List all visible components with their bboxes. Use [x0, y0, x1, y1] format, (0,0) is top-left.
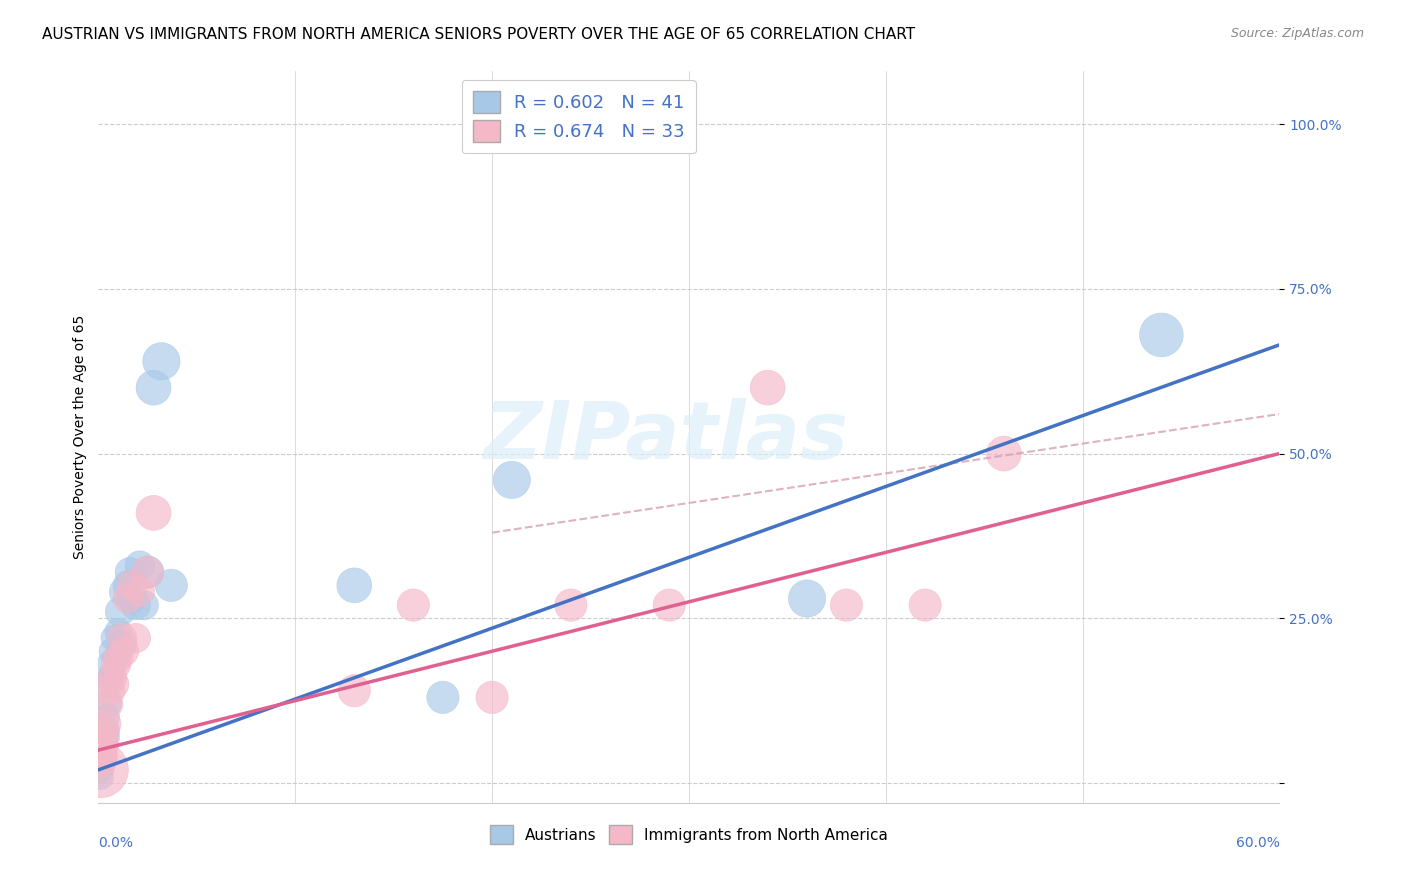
- Text: 60.0%: 60.0%: [1236, 836, 1279, 850]
- Point: [117, 578, 139, 592]
- Point: [96, 730, 118, 744]
- Point: [97, 677, 120, 691]
- Point: [96, 723, 118, 738]
- Point: [91, 749, 114, 764]
- Point: [108, 605, 131, 619]
- Point: [96, 710, 118, 724]
- Point: [98, 671, 121, 685]
- Point: [101, 644, 124, 658]
- Point: [103, 631, 125, 645]
- Point: [93, 730, 115, 744]
- Text: Source: ZipAtlas.com: Source: ZipAtlas.com: [1230, 27, 1364, 40]
- Point: [97, 697, 120, 711]
- Point: [97, 697, 120, 711]
- Point: [132, 598, 155, 612]
- Point: [796, 591, 818, 606]
- Point: [93, 723, 115, 738]
- Point: [560, 598, 582, 612]
- Point: [98, 657, 121, 672]
- Point: [89, 749, 111, 764]
- Point: [98, 683, 121, 698]
- Point: [89, 737, 111, 751]
- Point: [481, 690, 503, 705]
- Point: [89, 756, 111, 771]
- Point: [136, 565, 159, 579]
- Point: [117, 591, 139, 606]
- Point: [111, 631, 134, 645]
- Point: [128, 585, 150, 599]
- Point: [658, 598, 681, 612]
- Legend: Austrians, Immigrants from North America: Austrians, Immigrants from North America: [484, 819, 894, 850]
- Point: [93, 737, 115, 751]
- Point: [89, 756, 111, 771]
- Point: [93, 749, 115, 764]
- Point: [136, 565, 159, 579]
- Point: [121, 591, 143, 606]
- Point: [91, 749, 114, 764]
- Y-axis label: Seniors Poverty Over the Age of 65: Seniors Poverty Over the Age of 65: [73, 315, 87, 559]
- Point: [432, 690, 454, 705]
- Point: [914, 598, 936, 612]
- Point: [343, 578, 366, 592]
- Point: [128, 558, 150, 573]
- Point: [89, 763, 111, 777]
- Point: [160, 578, 183, 592]
- Point: [107, 650, 129, 665]
- Point: [756, 381, 779, 395]
- Text: 0.0%: 0.0%: [98, 836, 134, 850]
- Point: [343, 683, 366, 698]
- Point: [91, 756, 114, 771]
- Point: [125, 598, 148, 612]
- Point: [93, 737, 115, 751]
- Point: [91, 730, 114, 744]
- Point: [1150, 327, 1173, 342]
- Point: [91, 743, 114, 757]
- Point: [118, 565, 141, 579]
- Point: [835, 598, 858, 612]
- Point: [107, 624, 129, 639]
- Point: [105, 650, 128, 665]
- Point: [103, 677, 125, 691]
- Point: [91, 743, 114, 757]
- Point: [993, 446, 1015, 460]
- Point: [89, 743, 111, 757]
- Point: [89, 763, 111, 777]
- Point: [142, 506, 165, 520]
- Point: [89, 743, 111, 757]
- Point: [402, 598, 425, 612]
- Point: [111, 638, 134, 652]
- Point: [112, 585, 135, 599]
- Point: [142, 381, 165, 395]
- Point: [501, 473, 523, 487]
- Point: [89, 769, 111, 783]
- Point: [105, 657, 128, 672]
- Point: [112, 644, 135, 658]
- Point: [150, 354, 173, 368]
- Text: AUSTRIAN VS IMMIGRANTS FROM NORTH AMERICA SENIORS POVERTY OVER THE AGE OF 65 COR: AUSTRIAN VS IMMIGRANTS FROM NORTH AMERIC…: [42, 27, 915, 42]
- Point: [91, 737, 114, 751]
- Point: [121, 578, 143, 592]
- Point: [96, 716, 118, 731]
- Point: [101, 671, 124, 685]
- Point: [125, 631, 148, 645]
- Text: ZIPatlas: ZIPatlas: [482, 398, 848, 476]
